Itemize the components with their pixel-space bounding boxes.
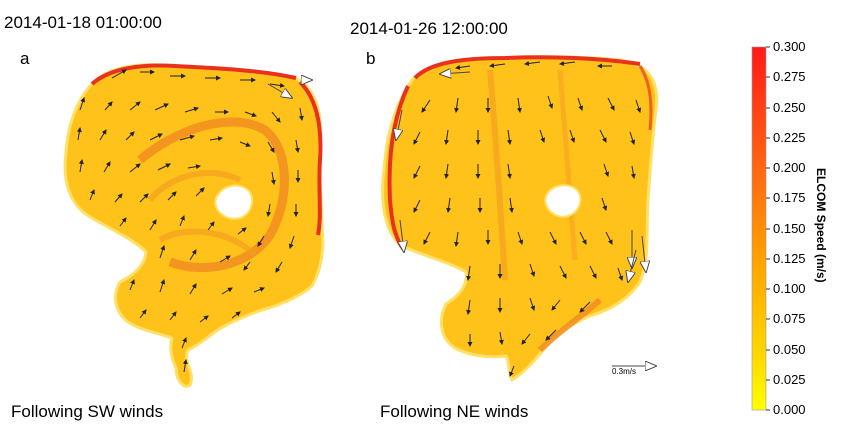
colorbar-tick: 0.075 [773, 311, 806, 326]
colorbar-tick: 0.125 [773, 251, 806, 266]
caption-a: Following SW winds [11, 402, 164, 421]
colorbar-tick: 0.000 [773, 402, 806, 417]
scale-arrow-label: 0.3m/s [612, 367, 637, 376]
island-b [544, 184, 582, 218]
lake-map-a [63, 63, 325, 388]
lake-outline-b [381, 55, 659, 383]
colorbar-tick: 0.100 [773, 281, 806, 296]
island-a [214, 184, 254, 220]
colorbar-tick: 0.225 [773, 130, 806, 145]
lake-outline-a [63, 63, 325, 388]
colorbar-tick: 0.200 [773, 160, 806, 175]
colorbar-tick: 0.150 [773, 221, 806, 236]
timestamp-a: 2014-01-18 01:00:00 [4, 13, 162, 32]
colorbar-tick: 0.025 [773, 372, 806, 387]
lake-map-b [381, 55, 659, 383]
colorbar-tick: 0.275 [773, 69, 806, 84]
velocity-arrows-a [76, 69, 304, 373]
velocity-arrows-b [413, 60, 642, 377]
panel-label-b: b [366, 49, 376, 68]
colorbar-tick: 0.175 [773, 190, 806, 205]
caption-b: Following NE winds [380, 402, 529, 421]
colorbar [751, 46, 767, 411]
colorbar-tick: 0.250 [773, 100, 806, 115]
colorbar-tick: 0.050 [773, 342, 806, 357]
panel-label-a: a [20, 49, 30, 68]
colorbar-tick: 0.300 [773, 39, 806, 54]
colorbar-title: ELCOM Speed (m/s) [814, 168, 828, 283]
colorbar-ticks [766, 46, 770, 411]
timestamp-b: 2014-01-26 12:00:00 [350, 19, 508, 38]
